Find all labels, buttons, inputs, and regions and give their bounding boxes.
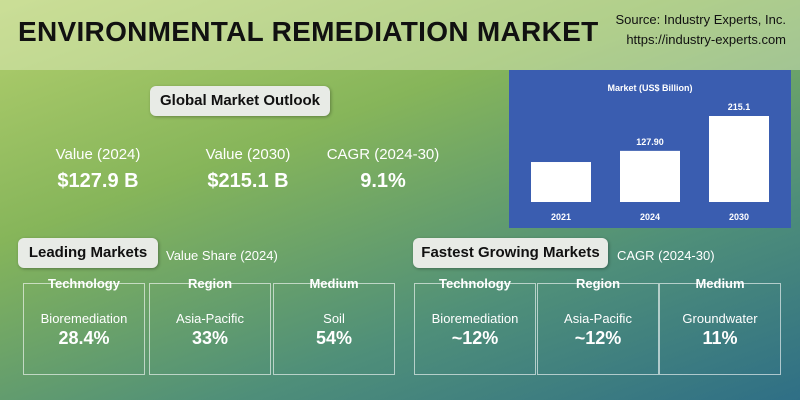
leading-subtitle: Value Share (2024)	[166, 248, 278, 263]
title-band	[0, 0, 800, 70]
card-value: 28.4%	[58, 328, 110, 348]
stat-label: Value (2024)	[55, 146, 141, 163]
page-title: ENVIRONMENTAL REMEDIATION MARKET	[18, 16, 599, 47]
card-heading: Medium	[309, 276, 359, 291]
card-heading: Medium	[695, 276, 745, 291]
chart: Market (US$ Billion) 2021 2024 127.90 2030 2…	[531, 83, 769, 222]
source-url: https://industry-experts.com	[626, 32, 786, 47]
card-name: Bioremediation	[40, 311, 128, 326]
card-name: Asia-Pacific	[176, 311, 244, 326]
fastest-subtitle: CAGR (2024-30)	[617, 248, 715, 263]
chart-panel: Market (US$ Billion) 2021 2024 127.90 2030 2…	[509, 70, 791, 228]
bar	[709, 116, 769, 202]
card-value: 54%	[315, 328, 353, 348]
card-heading: Region	[187, 276, 233, 291]
x-tick-label: 2030	[729, 212, 749, 222]
source: Source: Industry Experts, Inc.	[615, 12, 786, 27]
leading-title: Leading Markets	[18, 238, 158, 268]
card-heading: Technology	[439, 276, 511, 291]
card-name: Bioremediation	[431, 311, 519, 326]
card-name: Groundwater	[682, 311, 758, 326]
stat-label: CAGR (2024-30)	[326, 146, 440, 163]
market-card: Medium Soil 54%	[273, 276, 395, 375]
x-tick-label: 2021	[551, 212, 571, 222]
market-card: Technology Bioremediation ~12%	[414, 276, 536, 375]
card-value: 33%	[191, 328, 229, 348]
stat-value: 9.1%	[360, 170, 406, 192]
card-name: Asia-Pacific	[564, 311, 632, 326]
value-label: 127.90	[636, 137, 664, 147]
market-card: Technology Bioremediation 28.4%	[23, 276, 145, 375]
stat-label: Value (2030)	[205, 146, 291, 163]
card-value: 11%	[702, 328, 738, 348]
stat-value: $215.1 B	[207, 170, 289, 192]
chart-title: Market (US$ Billion)	[607, 83, 692, 93]
card-value: ~12%	[451, 328, 499, 348]
value-label: 215.1	[728, 102, 751, 112]
market-card: Medium Groundwater 11%	[659, 276, 781, 375]
market-card: Region Asia-Pacific 33%	[149, 276, 271, 375]
stat-value: $127.9 B	[57, 170, 139, 192]
fastest-title: Fastest Growing Markets	[413, 238, 608, 268]
bar	[531, 162, 591, 202]
market-card: Region Asia-Pacific ~12%	[537, 276, 659, 375]
bar	[620, 150, 680, 202]
outlook-title: Global Market Outlook	[150, 86, 330, 116]
card-value: ~12%	[574, 328, 622, 348]
card-heading: Region	[575, 276, 621, 291]
card-name: Soil	[323, 311, 345, 326]
card-heading: Technology	[48, 276, 120, 291]
x-tick-label: 2024	[640, 212, 660, 222]
